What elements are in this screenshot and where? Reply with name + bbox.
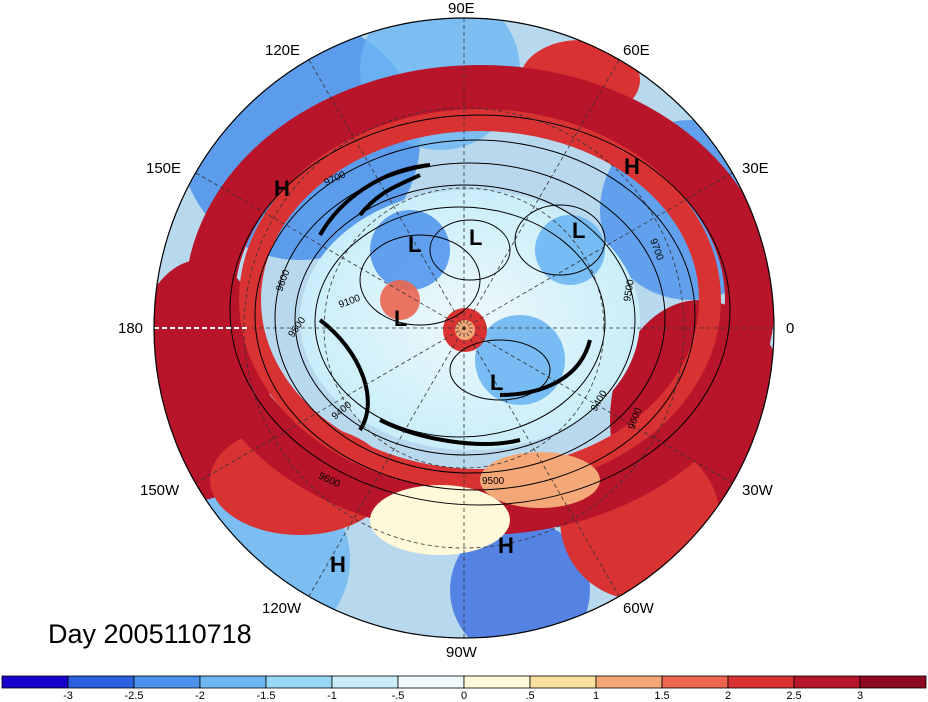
colorbar-swatch [463, 675, 531, 689]
colorbar-tick-label: 3 [856, 690, 864, 702]
colorbar-swatch [397, 675, 465, 689]
longitude-label: 150E [146, 160, 182, 177]
graticule [154, 18, 774, 638]
colorbar-tick-label: 2 [724, 690, 732, 702]
longitude-label: 60W [623, 600, 654, 617]
longitude-label: 0 [786, 320, 795, 337]
height-contours [229, 114, 731, 506]
colorbar-swatch [529, 675, 597, 689]
colorbar-swatch [1, 675, 69, 689]
high-pressure-marker: H [330, 552, 346, 577]
high-pressure-marker: H [274, 176, 290, 201]
contour-label: 9500 [622, 278, 637, 302]
colorbar-tick-label: 1.5 [654, 690, 670, 702]
longitude-label: 150W [140, 482, 180, 499]
longitude-label: 30W [742, 482, 773, 499]
colorbar-tick-label: 2.5 [786, 690, 802, 702]
longitude-label: 60E [623, 42, 650, 59]
colorbar-swatch [67, 675, 135, 689]
low-pressure-marker: L [469, 225, 482, 250]
longitude-label: 180 [118, 320, 144, 337]
low-pressure-marker: L [572, 218, 585, 243]
colorbar-swatch [859, 675, 927, 689]
low-pressure-marker: L [490, 370, 503, 395]
low-pressure-marker: L [408, 232, 421, 257]
colorbar-swatch [133, 675, 201, 689]
polar-map: 9700 9600 9500 9100 9400 9600 9500 9400 … [153, 17, 775, 639]
colorbar-tick-label: -.5 [391, 690, 405, 702]
colorbar-tick-label: -2.5 [124, 690, 144, 702]
high-pressure-marker: H [624, 154, 640, 179]
colorbar-tick-label: .5 [525, 690, 535, 702]
high-pressure-marker: H [498, 533, 514, 558]
colorbar-tick-label: -3 [63, 690, 73, 702]
colorbar-tick-label: -1 [327, 690, 337, 702]
low-pressure-marker: L [394, 306, 407, 331]
longitude-label: 90W [446, 644, 477, 661]
colorbar [1, 675, 927, 689]
longitude-label: 120W [262, 600, 302, 617]
colorbar-swatch [199, 675, 267, 689]
longitude-label: 120E [265, 42, 301, 59]
jet-streaks [318, 163, 592, 446]
colorbar-swatch [265, 675, 333, 689]
longitude-label: 30E [742, 160, 769, 177]
longitude-label: 90E [448, 0, 475, 17]
anomaly-field [154, 18, 774, 638]
date-label: Day 2005110718 [48, 619, 252, 649]
colorbar-swatch [331, 675, 399, 689]
contour-label: 9500 [482, 476, 505, 487]
colorbar-swatch [727, 675, 795, 689]
colorbar-tick-label: 0 [460, 690, 468, 702]
colorbar-tick-label: -1.5 [256, 690, 276, 702]
colorbar-tick-label: 1 [592, 690, 600, 702]
colorbar-swatch [595, 675, 663, 689]
colorbar-swatch [661, 675, 729, 689]
map-boundary [153, 17, 775, 639]
colorbar-swatch [793, 675, 861, 689]
colorbar-tick-label: -2 [195, 690, 205, 702]
